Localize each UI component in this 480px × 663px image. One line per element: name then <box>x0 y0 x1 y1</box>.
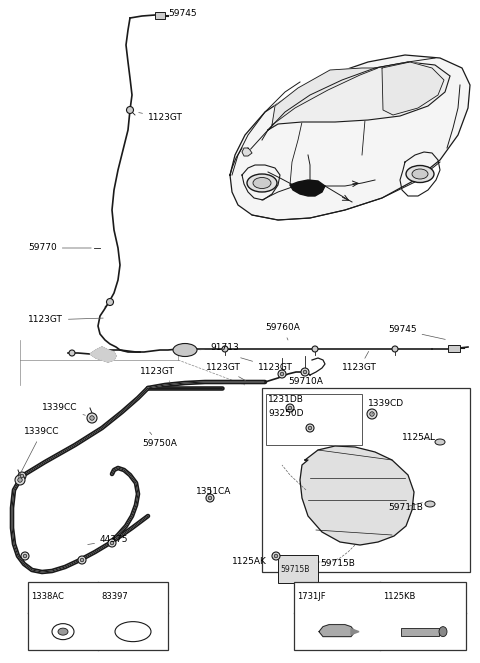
Circle shape <box>367 409 377 419</box>
Text: 59745: 59745 <box>388 326 445 339</box>
Circle shape <box>87 413 97 423</box>
Circle shape <box>303 370 307 374</box>
Bar <box>401 628 439 636</box>
Text: 1125AK: 1125AK <box>232 558 274 566</box>
Circle shape <box>15 475 25 485</box>
Text: 91713: 91713 <box>200 343 239 353</box>
Circle shape <box>306 424 314 432</box>
Bar <box>448 345 460 352</box>
Ellipse shape <box>406 166 434 182</box>
Text: 59715B: 59715B <box>320 558 355 568</box>
Ellipse shape <box>115 622 151 642</box>
Bar <box>155 12 165 19</box>
Circle shape <box>208 496 212 500</box>
Circle shape <box>288 406 292 410</box>
Polygon shape <box>351 629 359 634</box>
Polygon shape <box>300 446 414 545</box>
Text: 44375: 44375 <box>88 536 129 544</box>
Circle shape <box>18 472 26 480</box>
Polygon shape <box>242 148 252 156</box>
Text: 83397: 83397 <box>101 593 128 601</box>
Circle shape <box>278 370 286 378</box>
Text: 1339CD: 1339CD <box>368 400 404 414</box>
Bar <box>266 394 362 445</box>
Ellipse shape <box>52 624 74 640</box>
Circle shape <box>274 554 278 558</box>
Text: 1125AL: 1125AL <box>402 434 436 442</box>
Text: 1123GT: 1123GT <box>206 363 246 381</box>
Ellipse shape <box>439 627 447 636</box>
Circle shape <box>21 552 29 560</box>
Text: 1231DB: 1231DB <box>268 396 304 404</box>
Polygon shape <box>382 62 444 115</box>
Circle shape <box>222 346 228 352</box>
Text: 59760A: 59760A <box>265 324 300 340</box>
Polygon shape <box>90 347 116 362</box>
Text: 1338AC: 1338AC <box>31 593 64 601</box>
Text: 1123GT: 1123GT <box>140 367 175 381</box>
Circle shape <box>107 298 113 306</box>
Circle shape <box>280 372 284 376</box>
Ellipse shape <box>425 501 435 507</box>
Text: 1731JF: 1731JF <box>297 593 325 601</box>
Bar <box>294 582 466 650</box>
Circle shape <box>110 541 114 545</box>
Circle shape <box>301 368 309 376</box>
Ellipse shape <box>253 178 271 188</box>
Circle shape <box>69 350 75 356</box>
Circle shape <box>286 404 294 412</box>
Text: 1123GT: 1123GT <box>342 351 377 373</box>
Ellipse shape <box>173 343 197 357</box>
Text: 93250D: 93250D <box>268 410 303 418</box>
Text: 59750A: 59750A <box>142 432 177 448</box>
Text: 1339CC: 1339CC <box>18 428 60 477</box>
Text: 1125KB: 1125KB <box>383 593 415 601</box>
Polygon shape <box>230 55 470 220</box>
Text: 1123GT: 1123GT <box>28 316 103 324</box>
Circle shape <box>392 346 398 352</box>
Ellipse shape <box>247 174 277 192</box>
Ellipse shape <box>58 628 68 635</box>
Bar <box>278 555 318 583</box>
Ellipse shape <box>435 439 445 445</box>
Text: 59711B: 59711B <box>388 503 423 511</box>
Circle shape <box>90 416 94 420</box>
Circle shape <box>23 554 27 558</box>
Text: 59745: 59745 <box>168 9 197 17</box>
Text: 1123GT: 1123GT <box>240 358 293 373</box>
Circle shape <box>18 478 22 482</box>
Circle shape <box>127 107 133 113</box>
Circle shape <box>20 474 24 478</box>
Text: 1339CC: 1339CC <box>42 404 85 415</box>
Circle shape <box>308 426 312 430</box>
Circle shape <box>312 346 318 352</box>
Text: 1351CA: 1351CA <box>196 487 231 500</box>
Polygon shape <box>268 62 450 130</box>
Text: 59710A: 59710A <box>288 377 323 387</box>
Circle shape <box>370 412 374 416</box>
Circle shape <box>78 556 86 564</box>
Polygon shape <box>319 625 355 636</box>
Circle shape <box>272 552 280 560</box>
Text: 1123GT: 1123GT <box>139 113 183 123</box>
Ellipse shape <box>412 169 428 179</box>
Circle shape <box>80 558 84 562</box>
Text: 59715B: 59715B <box>280 566 310 575</box>
Polygon shape <box>290 180 325 196</box>
Circle shape <box>206 494 214 502</box>
Polygon shape <box>272 68 378 125</box>
Text: 59770: 59770 <box>28 243 91 253</box>
Bar <box>262 388 470 572</box>
Circle shape <box>108 539 116 547</box>
Bar <box>28 582 168 650</box>
